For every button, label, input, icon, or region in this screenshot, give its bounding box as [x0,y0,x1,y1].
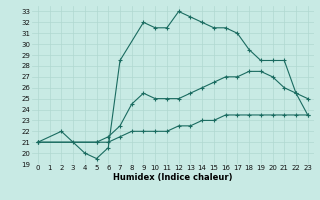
X-axis label: Humidex (Indice chaleur): Humidex (Indice chaleur) [113,173,233,182]
